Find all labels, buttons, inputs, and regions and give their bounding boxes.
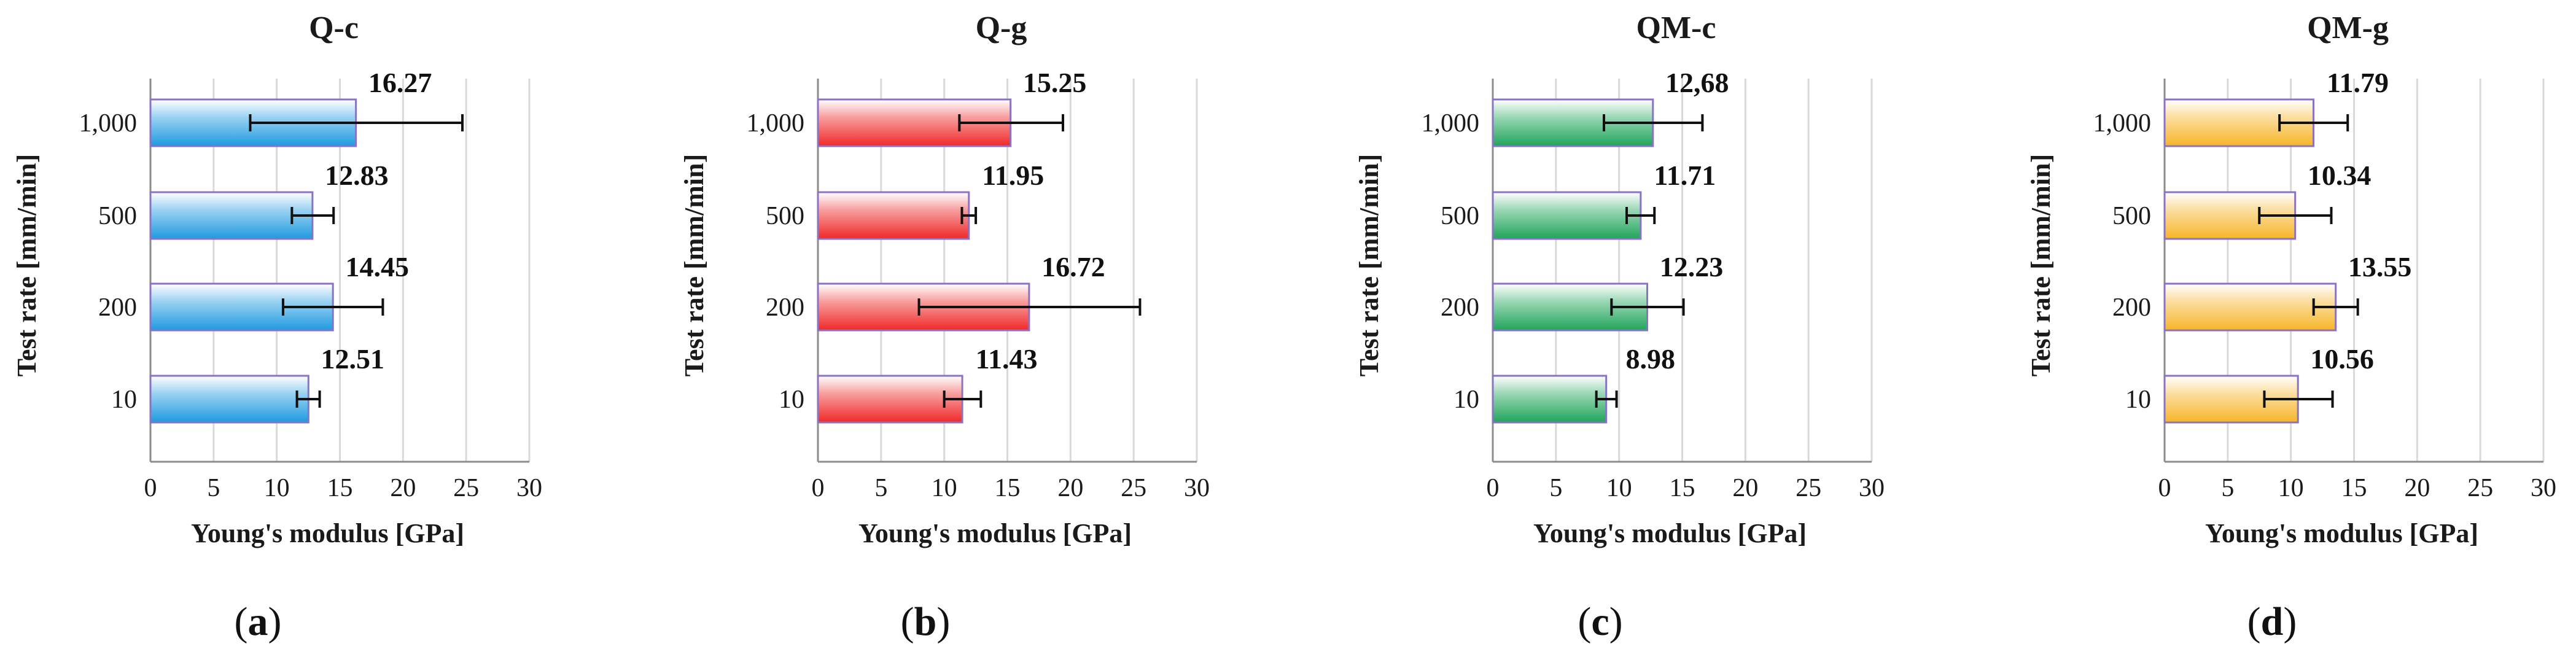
y-axis-title: Test rate [mm/min] — [679, 154, 709, 377]
chart-panel-c: QM-c 0 5 10 15 20 25 30 Young's modulus [GPa] Tes… — [1342, 0, 1981, 665]
x-axis-title: Young's modulus [GPa] — [858, 518, 1132, 548]
bar — [1492, 375, 1608, 424]
y-tick-label: 10 — [2125, 386, 2151, 414]
x-tick-label: 30 — [2531, 474, 2556, 502]
x-tick-label: 15 — [327, 474, 353, 502]
panel-caption: (a) — [234, 599, 282, 644]
x-tick-label: 0 — [2158, 474, 2171, 502]
x-tick-label: 0 — [1487, 474, 1500, 502]
bar — [149, 375, 309, 424]
x-axis-title: Young's modulus [GPa] — [1533, 518, 1807, 548]
y-axis-title: Test rate [mm/min] — [12, 154, 42, 377]
panel-caption: (d) — [2247, 599, 2297, 644]
chart-svg-b: Q-g 0 5 10 15 20 25 30 Young's modulus [GPa] Test… — [679, 10, 1210, 548]
y-tick-label: 500 — [2112, 202, 2151, 230]
x-tick-label: 10 — [2278, 474, 2304, 502]
y-tick-label: 200 — [766, 294, 804, 322]
y-tick-label: 10 — [779, 386, 804, 414]
y-tick-label: 500 — [766, 202, 804, 230]
chart-svg-d: QM-g 0 5 10 15 20 25 30 Young's modulus [GPa] Tes… — [2026, 10, 2556, 548]
data-label: 16.27 — [368, 67, 432, 98]
bar — [149, 191, 314, 240]
x-tick-label: 30 — [1184, 474, 1210, 502]
data-label: 16.72 — [1041, 251, 1105, 282]
x-tick-label: 20 — [390, 474, 416, 502]
data-label: 11.71 — [1654, 160, 1716, 191]
x-tick-label: 20 — [1732, 474, 1758, 502]
y-tick-label: 10 — [111, 386, 137, 414]
data-label: 12.83 — [325, 160, 389, 191]
x-tick-label: 10 — [264, 474, 290, 502]
chart-title: QM-g — [2307, 10, 2389, 45]
y-axis-title: Test rate [mm/min] — [1354, 154, 1384, 377]
data-label: 15.25 — [1023, 67, 1087, 98]
panel-caption: (c) — [1578, 599, 1623, 644]
x-tick-label: 5 — [207, 474, 220, 502]
data-label: 8.98 — [1625, 343, 1675, 375]
x-axis-title: Young's modulus [GPa] — [2205, 518, 2478, 548]
x-tick-label: 25 — [453, 474, 479, 502]
panel-caption-letter: a — [247, 599, 268, 644]
panel-caption-letter: b — [914, 599, 937, 644]
x-axis-title: Young's modulus [GPa] — [191, 518, 464, 548]
x-tick-label: 20 — [2404, 474, 2430, 502]
chart-title: QM-c — [1636, 10, 1716, 45]
data-label: 13.55 — [2348, 251, 2412, 282]
y-tick-label: 1,000 — [2093, 109, 2152, 138]
data-label: 14.45 — [345, 251, 409, 282]
chart-title: Q-g — [976, 10, 1027, 45]
y-tick-label: 1,000 — [747, 109, 805, 138]
data-label: 11.43 — [976, 343, 1038, 375]
y-tick-label: 500 — [98, 202, 137, 230]
panel-caption-letter: d — [2260, 599, 2284, 644]
y-tick-label: 200 — [98, 294, 137, 322]
y-axis-title: Test rate [mm/min] — [2026, 154, 2056, 377]
chart-title: Q-c — [309, 10, 359, 45]
x-tick-label: 5 — [1549, 474, 1562, 502]
y-tick-label: 1,000 — [1422, 109, 1480, 138]
x-tick-label: 25 — [2467, 474, 2493, 502]
y-tick-label: 200 — [1441, 294, 1479, 322]
data-label: 11.79 — [2327, 67, 2389, 98]
panel-caption-letter: c — [1591, 599, 1609, 644]
chart-svg-a: Q-c 0 5 10 15 20 25 30 Young's modulus [GPa] Test… — [12, 10, 542, 548]
x-tick-label: 10 — [1606, 474, 1632, 502]
x-tick-label: 25 — [1796, 474, 1821, 502]
bar — [817, 191, 970, 240]
x-tick-label: 5 — [2221, 474, 2234, 502]
chart-panel-b: Q-g 0 5 10 15 20 25 30 Young's modulus [GPa] Test… — [667, 0, 1306, 665]
y-tick-label: 500 — [1441, 202, 1479, 230]
x-tick-label: 15 — [1670, 474, 1695, 502]
x-tick-label: 15 — [2341, 474, 2367, 502]
x-tick-label: 10 — [932, 474, 957, 502]
chart-panel-d: QM-g 0 5 10 15 20 25 30 Young's modulus [GPa] Tes… — [2014, 0, 2576, 665]
bar — [817, 375, 963, 424]
panel-caption: (b) — [900, 599, 951, 644]
x-tick-label: 15 — [995, 474, 1021, 502]
x-tick-label: 30 — [1859, 474, 1885, 502]
y-tick-label: 200 — [2112, 294, 2151, 322]
y-tick-label: 1,000 — [79, 109, 138, 138]
x-tick-label: 0 — [144, 474, 157, 502]
chart-svg-c: QM-c 0 5 10 15 20 25 30 Young's modulus [GPa] Tes… — [1354, 10, 1885, 548]
x-tick-label: 25 — [1121, 474, 1146, 502]
x-tick-label: 30 — [516, 474, 542, 502]
y-tick-label: 10 — [1453, 386, 1479, 414]
data-label: 12.51 — [321, 343, 385, 375]
data-label: 11.95 — [982, 160, 1044, 191]
data-label: 10.34 — [2308, 160, 2372, 191]
data-label: 12.23 — [1660, 251, 1724, 282]
x-tick-label: 5 — [874, 474, 887, 502]
bar — [2163, 282, 2337, 332]
data-label: 12,68 — [1665, 67, 1729, 98]
chart-panel-a: Q-c 0 5 10 15 20 25 30 Young's modulus [GPa] Test… — [0, 0, 639, 665]
x-tick-label: 0 — [812, 474, 825, 502]
data-label: 10.56 — [2310, 343, 2374, 375]
x-tick-label: 20 — [1057, 474, 1083, 502]
bar — [1492, 191, 1642, 240]
